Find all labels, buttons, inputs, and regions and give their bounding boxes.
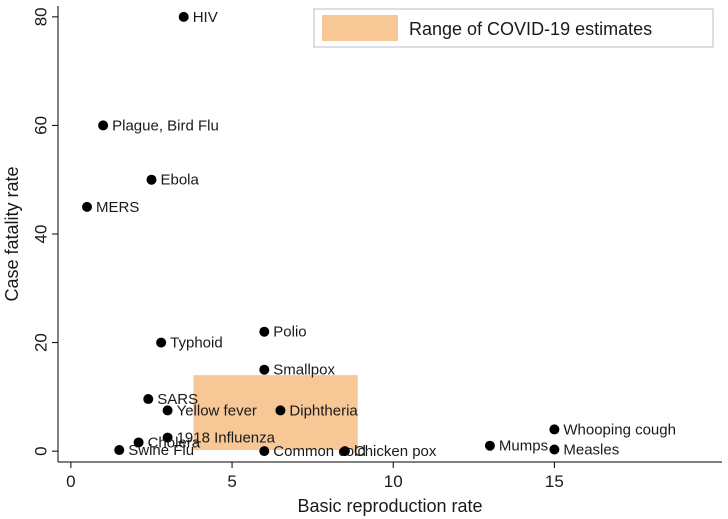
data-point xyxy=(162,432,173,443)
legend: Range of COVID-19 estimates xyxy=(313,8,714,48)
data-point xyxy=(484,440,495,451)
y-tick-label: 0 xyxy=(31,446,50,455)
point-label: Typhoid xyxy=(170,335,223,352)
covid-range-rect xyxy=(193,375,358,451)
legend-swatch xyxy=(322,15,398,41)
points-layer: HIV Plague, Bird Flu Ebola MERS Polio Typhoid… xyxy=(82,9,676,460)
point-label: Measles xyxy=(563,442,619,459)
data-point xyxy=(339,446,350,457)
point-label: Ebola xyxy=(160,172,199,189)
data-point xyxy=(114,445,125,456)
point-label: Yellow fever xyxy=(177,402,257,419)
x-tick-label: 15 xyxy=(545,472,564,491)
point-label: Common cold xyxy=(273,443,366,460)
point-label: Whooping cough xyxy=(563,421,676,438)
point-label: Swine Flu xyxy=(128,442,194,459)
data-point xyxy=(133,437,144,448)
data-point xyxy=(549,444,560,455)
y-tick-label: 40 xyxy=(31,225,50,244)
point-label: Polio xyxy=(273,324,306,341)
point-label: Cholera xyxy=(148,434,201,451)
data-point xyxy=(146,174,157,185)
x-tick-label: 10 xyxy=(384,472,403,491)
point-label: Plague, Bird Flu xyxy=(112,117,219,134)
axes-layer: 0 20 40 60 80 0 5 10 15 xyxy=(31,6,722,491)
data-point xyxy=(143,394,154,405)
y-tick-label: 20 xyxy=(31,333,50,352)
legend-label: Range of COVID-19 estimates xyxy=(409,19,652,39)
point-label: HIV xyxy=(193,9,218,26)
point-label: MERS xyxy=(96,199,139,216)
y-axis-title: Case fatality rate xyxy=(2,166,22,301)
x-axis-title: Basic reproduction rate xyxy=(297,496,482,516)
x-tick-label: 5 xyxy=(227,472,236,491)
y-tick-label: 80 xyxy=(31,7,50,26)
data-point xyxy=(259,326,270,337)
data-point xyxy=(549,424,560,435)
point-label: Diphtheria xyxy=(289,402,358,419)
data-point xyxy=(178,11,189,22)
y-tick-label: 60 xyxy=(31,116,50,135)
data-point xyxy=(259,364,270,375)
point-label: Chicken pox xyxy=(354,443,437,460)
data-point xyxy=(156,337,167,348)
point-label: 1918 Influenza xyxy=(177,430,276,447)
covid-range-layer xyxy=(193,375,358,451)
data-point xyxy=(259,446,270,457)
data-point xyxy=(275,405,286,416)
point-label: Smallpox xyxy=(273,362,335,379)
data-point xyxy=(98,120,109,131)
data-point xyxy=(82,201,93,212)
point-label: Mumps xyxy=(499,438,548,455)
data-point xyxy=(162,405,173,416)
x-tick-label: 0 xyxy=(66,472,75,491)
point-label: SARS xyxy=(157,391,198,408)
